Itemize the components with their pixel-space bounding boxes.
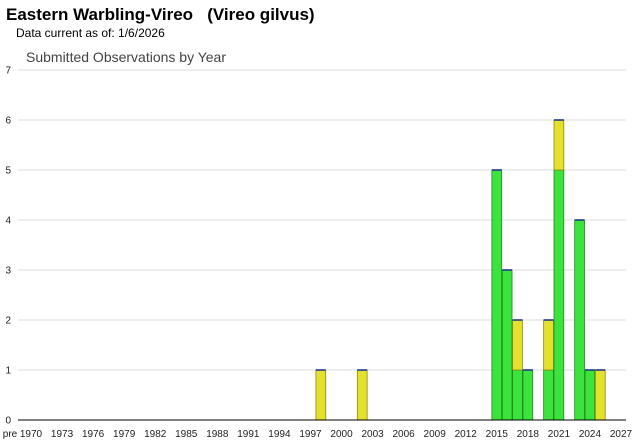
bar-2020-yellow — [543, 319, 554, 371]
x-tick-2024: 2024 — [579, 429, 602, 440]
gridlines — [18, 69, 626, 371]
x-tick-1994: 1994 — [268, 429, 291, 440]
y-tick-0: 0 — [5, 416, 11, 427]
x-tick-2000: 2000 — [330, 429, 353, 440]
y-tick-7: 7 — [5, 66, 11, 77]
bar-2021-green — [553, 169, 565, 421]
x-tick-1991: 1991 — [237, 429, 260, 440]
y-tick-5: 5 — [5, 166, 11, 177]
y-tick-3: 3 — [5, 266, 11, 277]
y-tick-6: 6 — [5, 116, 11, 127]
x-tick-1970: 1970 — [20, 429, 43, 440]
bar-1998-yellow — [315, 369, 327, 421]
bar-2016-green — [501, 269, 513, 421]
chart-title: Submitted Observations by Year — [26, 49, 227, 65]
y-axis-ticks: 0 1 2 3 4 5 6 7 — [5, 66, 11, 427]
y-tick-1: 1 — [5, 366, 11, 377]
bar-2018-green — [522, 369, 534, 421]
bar-2015-green — [491, 169, 503, 421]
species-title: Eastern Warbling-Vireo (Vireo gilvus) — [6, 5, 315, 24]
bar-2021-yellow — [553, 119, 565, 171]
bar-2017-yellow — [512, 319, 523, 371]
x-tick-1976: 1976 — [82, 429, 105, 440]
x-tick-1988: 1988 — [206, 429, 229, 440]
data-current-label: Data current as of: 1/6/2026 — [16, 26, 165, 40]
x-tick-2018: 2018 — [517, 429, 540, 440]
x-tick-2012: 2012 — [455, 429, 478, 440]
bar-2023-green — [574, 219, 585, 421]
x-tick-pre: pre — [3, 429, 18, 440]
x-tick-1979: 1979 — [113, 429, 136, 440]
bar-2017-green — [512, 369, 523, 421]
bars — [315, 119, 606, 421]
x-tick-2009: 2009 — [424, 429, 447, 440]
x-tick-2006: 2006 — [393, 429, 416, 440]
x-tick-2021: 2021 — [548, 429, 571, 440]
bar-2020-green — [543, 369, 554, 421]
x-tick-1982: 1982 — [144, 429, 167, 440]
bar-2025-yellow — [594, 369, 606, 421]
x-tick-1985: 1985 — [175, 429, 198, 440]
y-tick-2: 2 — [5, 316, 11, 327]
x-tick-2027: 2027 — [610, 429, 633, 440]
y-tick-4: 4 — [5, 216, 11, 227]
x-tick-1997: 1997 — [299, 429, 322, 440]
x-axis-ticks: pre 1970 1973 1976 1979 1982 1985 1988 1991 1994 1… — [3, 429, 633, 440]
bar-2002-yellow — [356, 369, 368, 421]
x-tick-1973: 1973 — [51, 429, 74, 440]
bar-2024-green — [584, 369, 596, 421]
x-tick-2015: 2015 — [486, 429, 509, 440]
x-tick-2003: 2003 — [361, 429, 384, 440]
